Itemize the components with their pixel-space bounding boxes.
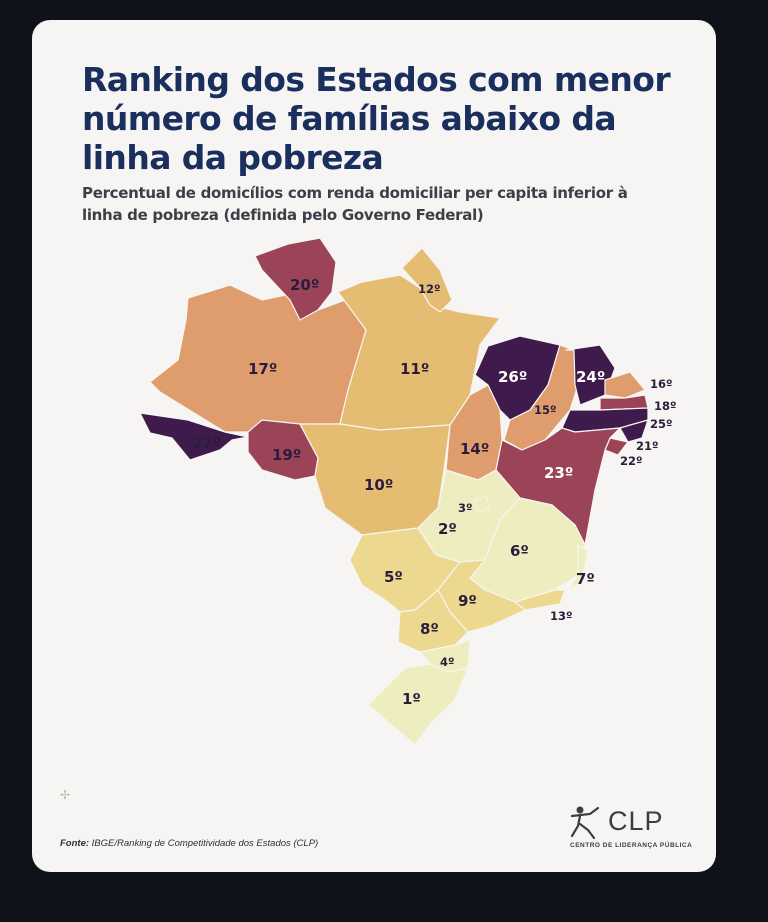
state-rn	[604, 371, 646, 399]
state-df	[473, 495, 491, 513]
state-am	[149, 284, 367, 433]
rank-label-pi: 15º	[534, 403, 557, 417]
brazil-map: 27º 17º 20º 11º 12º 19º 10º 14º 26º 15º …	[139, 237, 677, 746]
state-rs	[367, 663, 469, 746]
state-ap	[401, 247, 453, 313]
rank-label-rs: 1º	[402, 690, 421, 708]
rank-label-pa: 11º	[400, 360, 429, 378]
rank-label-ce: 24º	[576, 368, 605, 386]
decorative-mark-icon: ✢	[60, 788, 71, 802]
source-text: IBGE/Ranking de Competitividade dos Esta…	[91, 838, 319, 849]
rank-label-pe: 25º	[650, 417, 673, 431]
rank-label-df: 3º	[458, 501, 473, 515]
page-title: Ranking dos Estados com menor número de …	[82, 60, 671, 177]
rank-label-rr: 20º	[290, 276, 319, 294]
rank-label-am: 17º	[248, 360, 277, 378]
rank-label-al: 21º	[636, 439, 659, 453]
rank-label-rj: 13º	[550, 609, 573, 623]
state-ce	[565, 344, 616, 406]
state-pb	[599, 394, 649, 411]
state-rr	[254, 237, 337, 321]
rank-label-es: 7º	[576, 570, 595, 588]
clp-logo: CLP CENTRO DE LIDERANÇA PÚBLICA	[564, 804, 694, 854]
source-note: Fonte: IBGE/Ranking de Competitividade d…	[60, 838, 318, 849]
logo-name: CLP	[608, 806, 664, 836]
rank-label-mt: 10º	[364, 476, 393, 494]
rank-label-sc: 4º	[440, 655, 455, 669]
rank-label-ba: 23º	[544, 464, 573, 482]
source-label: Fonte:	[60, 838, 90, 849]
rank-label-ms: 5º	[384, 568, 403, 586]
state-al	[619, 419, 649, 443]
logo-subtitle: CENTRO DE LIDERANÇA PÚBLICA	[570, 842, 693, 849]
rank-label-ac: 27º	[192, 434, 221, 452]
rank-label-se: 22º	[620, 454, 643, 468]
rank-label-ap: 12º	[418, 282, 441, 296]
state-es	[567, 544, 589, 591]
rank-label-ma: 26º	[498, 368, 527, 386]
state-pa	[337, 274, 501, 431]
rank-label-pb: 18º	[654, 399, 677, 413]
state-ac	[139, 412, 249, 461]
rank-label-go: 2º	[438, 520, 457, 538]
rank-label-to: 14º	[460, 440, 489, 458]
rank-label-rn: 16º	[650, 377, 673, 391]
page-subtitle: Percentual de domicílios com renda domic…	[82, 184, 628, 224]
rank-label-mg: 6º	[510, 542, 529, 560]
rank-label-sp: 9º	[458, 592, 477, 610]
rank-label-pr: 8º	[420, 620, 439, 638]
infographic-card: Ranking dos Estados com menor número de …	[32, 20, 716, 872]
rank-label-ro: 19º	[272, 446, 301, 464]
clp-logo-icon	[570, 806, 600, 840]
state-pr	[397, 589, 469, 653]
